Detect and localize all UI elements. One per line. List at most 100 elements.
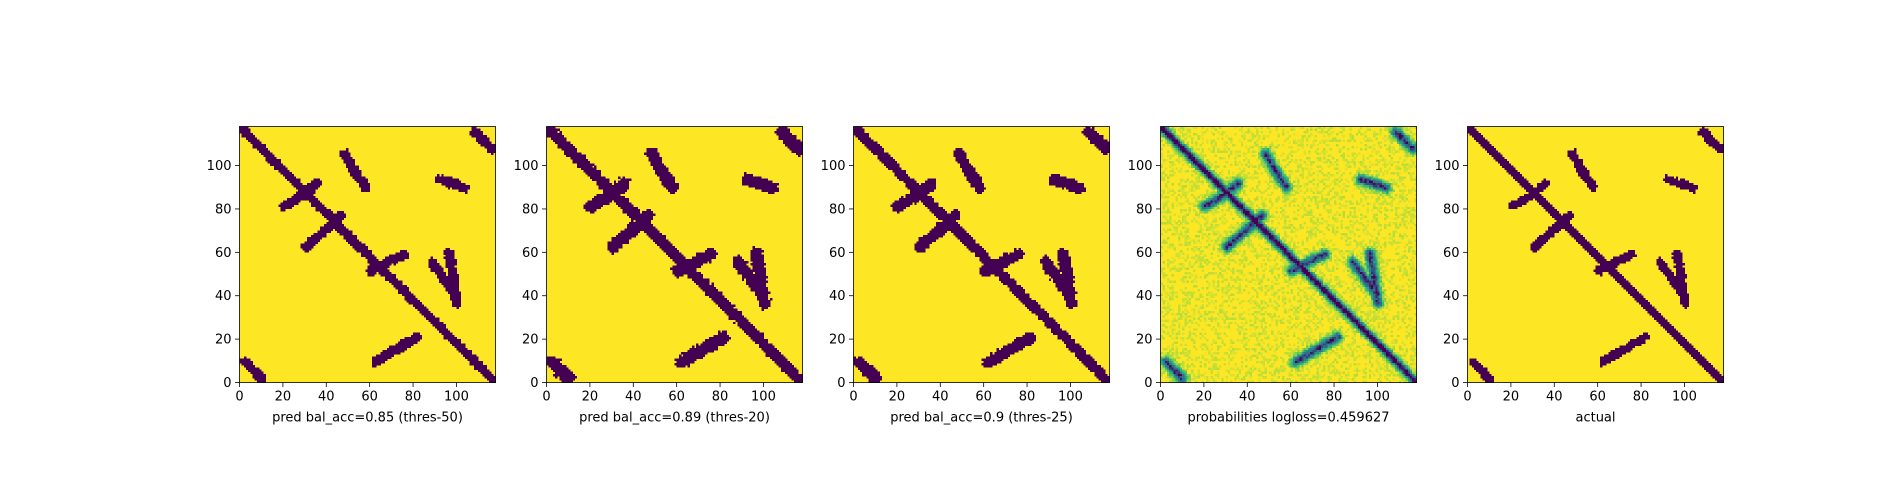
- heatmap-cell: [722, 334, 725, 338]
- heatmap-cell: [1044, 267, 1047, 270]
- heatmap-cell: [550, 358, 554, 362]
- heatmap-cell: [1102, 152, 1106, 155]
- heatmap-cell: [888, 154, 891, 158]
- heatmap-cell: [1068, 295, 1071, 299]
- heatmap-cell: [938, 206, 941, 210]
- heatmap-cell: [1102, 146, 1106, 149]
- heatmap-cell: [955, 224, 958, 227]
- heatmap-cell: [624, 237, 628, 240]
- heatmap-cell: [445, 282, 449, 286]
- heatmap-cell: [940, 206, 943, 210]
- heatmap-cell: [752, 250, 756, 253]
- heatmap-cell: [1053, 274, 1056, 277]
- heatmap-cell: [553, 365, 556, 368]
- heatmap-cell: [743, 174, 747, 177]
- heatmap-cell: [402, 341, 405, 344]
- heatmap-cell: [456, 341, 459, 344]
- heatmap-cell: [1055, 178, 1058, 182]
- heatmap-cell: [1053, 271, 1056, 275]
- heatmap-cell: [624, 230, 628, 234]
- heatmap-cell: [683, 352, 686, 355]
- heatmap-cell: [315, 198, 318, 201]
- heatmap-cell: [607, 189, 610, 192]
- heatmap-cell: [328, 211, 331, 214]
- heatmap-cell: [343, 161, 347, 164]
- heatmap-cell: [1105, 146, 1108, 149]
- heatmap-cell: [916, 195, 919, 199]
- heatmap-cell: [354, 239, 357, 242]
- heatmap-cell: [559, 378, 562, 381]
- heatmap-cell: [722, 295, 725, 299]
- heatmap-cell: [548, 133, 552, 136]
- heatmap-cell: [678, 360, 682, 364]
- heatmap-cell: [598, 178, 602, 182]
- heatmap-cell: [909, 189, 913, 192]
- heatmap-cell: [746, 182, 749, 186]
- heatmap-cell: [633, 224, 636, 227]
- heatmap-cell: [635, 215, 638, 218]
- heatmap-cell: [391, 354, 394, 357]
- heatmap-cell: [1020, 343, 1024, 346]
- heatmap-cell: [291, 202, 295, 205]
- heatmap-cell: [484, 137, 488, 140]
- heatmap-cell: [1050, 317, 1054, 320]
- heatmap-cell: [1079, 191, 1082, 195]
- heatmap-cell: [988, 267, 991, 270]
- heatmap-cell: [400, 339, 403, 342]
- heatmap-cell: [254, 137, 258, 140]
- heatmap-cell: [717, 336, 721, 340]
- heatmap-cell: [304, 187, 308, 190]
- heatmap-cell: [1020, 339, 1024, 342]
- heatmap-cell: [739, 321, 743, 325]
- heatmap-cell: [1068, 280, 1071, 283]
- heatmap-cell: [363, 185, 366, 188]
- heatmap-cell: [676, 362, 680, 366]
- heatmap-cell: [449, 261, 453, 264]
- heatmap-cell: [458, 182, 462, 186]
- heatmap-cell: [430, 319, 433, 323]
- heatmap-cell: [741, 315, 745, 318]
- heatmap-cell: [931, 228, 935, 231]
- heatmap-cell: [759, 302, 762, 305]
- heatmap-cell: [594, 195, 597, 199]
- heatmap-cell: [324, 208, 327, 212]
- heatmap-cell: [406, 252, 410, 255]
- heatmap-cell: [927, 243, 930, 247]
- heatmap-cell: [1070, 180, 1073, 184]
- heatmap-cell: [709, 349, 712, 353]
- heatmap-cell: [994, 271, 997, 275]
- heatmap-cell: [646, 232, 649, 236]
- heatmap-cell: [341, 211, 344, 214]
- heatmap-cell: [981, 185, 984, 188]
- heatmap-cell: [935, 232, 939, 236]
- heatmap-cell: [282, 174, 286, 177]
- heatmap-cell: [585, 159, 589, 162]
- heatmap-cell: [996, 267, 1000, 270]
- heatmap-cell: [452, 293, 455, 297]
- heatmap-cell: [925, 180, 928, 184]
- heatmap-cell: [860, 137, 863, 140]
- heatmap-cell: [374, 358, 377, 362]
- heatmap-cell: [1057, 334, 1060, 338]
- heatmap-cell: [408, 297, 412, 301]
- heatmap-cell: [371, 358, 375, 362]
- heatmap-cell: [752, 282, 756, 286]
- heatmap-cell: [358, 178, 362, 182]
- heatmap-cell: [598, 180, 602, 184]
- heatmap-cell: [879, 150, 882, 153]
- heatmap-cell: [765, 347, 769, 351]
- heatmap-cell: [1055, 321, 1058, 325]
- heatmap-cell: [720, 295, 723, 299]
- heatmap-cell: [667, 180, 671, 184]
- heatmap-cell: [661, 245, 664, 249]
- heatmap-cell: [423, 306, 427, 310]
- heatmap-cell: [875, 146, 878, 149]
- heatmap-cell: [367, 267, 370, 270]
- heatmap-cell: [765, 304, 769, 307]
- heatmap-cell: [302, 189, 305, 192]
- heatmap-cell: [287, 202, 290, 205]
- heatmap-cell: [1066, 282, 1069, 286]
- heatmap-cell: [916, 247, 919, 251]
- heatmap-cell: [763, 306, 766, 310]
- heatmap-cell: [611, 198, 615, 201]
